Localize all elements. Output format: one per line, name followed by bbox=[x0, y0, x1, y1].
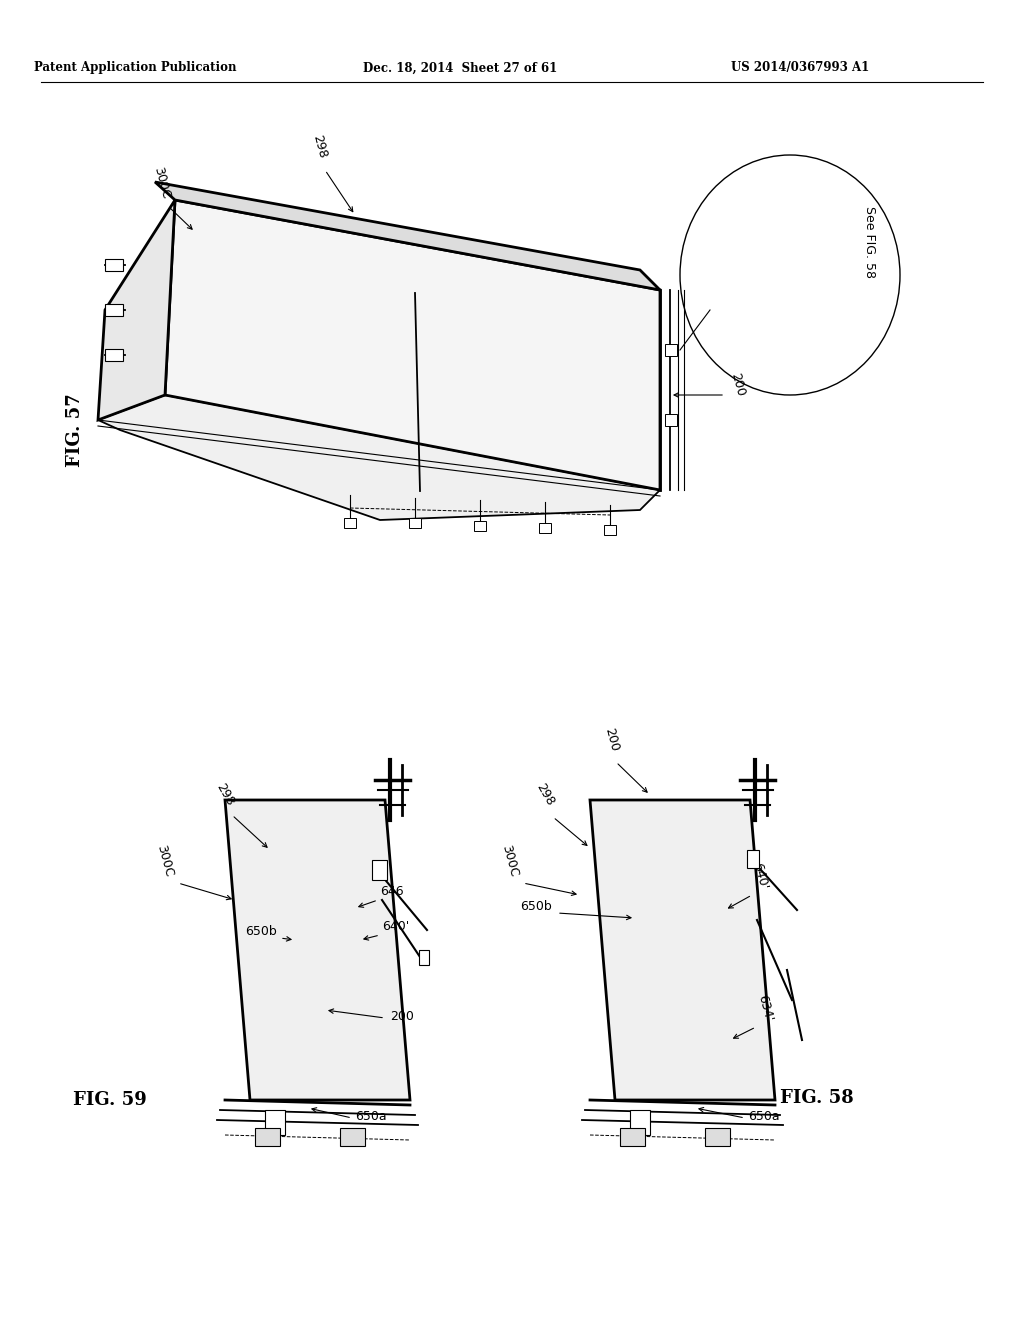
Bar bbox=[265, 1110, 285, 1135]
Bar bbox=[665, 345, 677, 356]
Text: FIG. 57: FIG. 57 bbox=[66, 393, 84, 467]
Bar bbox=[539, 523, 551, 533]
Bar bbox=[419, 950, 429, 965]
Text: 298: 298 bbox=[534, 781, 557, 808]
Text: 650b: 650b bbox=[245, 925, 276, 939]
Text: Patent Application Publication: Patent Application Publication bbox=[34, 62, 237, 74]
Bar bbox=[105, 348, 123, 360]
Text: FIG. 58: FIG. 58 bbox=[780, 1089, 854, 1107]
Text: Dec. 18, 2014  Sheet 27 of 61: Dec. 18, 2014 Sheet 27 of 61 bbox=[362, 62, 557, 74]
Polygon shape bbox=[165, 201, 660, 490]
Bar bbox=[255, 1129, 280, 1146]
Text: 650a: 650a bbox=[355, 1110, 387, 1123]
Text: 634': 634' bbox=[755, 994, 774, 1023]
Polygon shape bbox=[225, 800, 410, 1100]
Bar bbox=[665, 414, 677, 426]
Bar bbox=[409, 517, 421, 528]
Text: FIG. 59: FIG. 59 bbox=[73, 1092, 146, 1109]
Bar bbox=[746, 850, 759, 869]
Text: 298: 298 bbox=[213, 781, 237, 808]
Bar bbox=[372, 861, 387, 880]
Bar bbox=[630, 1110, 650, 1135]
Text: US 2014/0367993 A1: US 2014/0367993 A1 bbox=[731, 62, 869, 74]
Text: See FIG. 58: See FIG. 58 bbox=[863, 206, 877, 279]
Text: 640': 640' bbox=[750, 862, 770, 891]
Polygon shape bbox=[155, 182, 660, 290]
Bar bbox=[105, 259, 123, 271]
Text: 300C: 300C bbox=[152, 165, 172, 201]
Bar bbox=[344, 517, 356, 528]
Text: 200: 200 bbox=[390, 1010, 414, 1023]
Text: 640': 640' bbox=[382, 920, 410, 933]
Bar bbox=[604, 525, 616, 535]
Polygon shape bbox=[98, 201, 175, 420]
Bar bbox=[340, 1129, 365, 1146]
Polygon shape bbox=[98, 395, 660, 520]
Text: 300C: 300C bbox=[155, 843, 175, 878]
Text: 200: 200 bbox=[728, 371, 746, 399]
Text: 200: 200 bbox=[603, 726, 622, 752]
Bar bbox=[474, 521, 486, 531]
Polygon shape bbox=[590, 800, 775, 1100]
Text: 300C: 300C bbox=[500, 843, 520, 878]
Text: 650b: 650b bbox=[520, 900, 552, 913]
Bar bbox=[105, 304, 123, 315]
Bar bbox=[705, 1129, 730, 1146]
Bar bbox=[620, 1129, 645, 1146]
Text: 298: 298 bbox=[310, 133, 330, 160]
Text: 646: 646 bbox=[380, 884, 403, 898]
Text: 650a: 650a bbox=[748, 1110, 779, 1123]
